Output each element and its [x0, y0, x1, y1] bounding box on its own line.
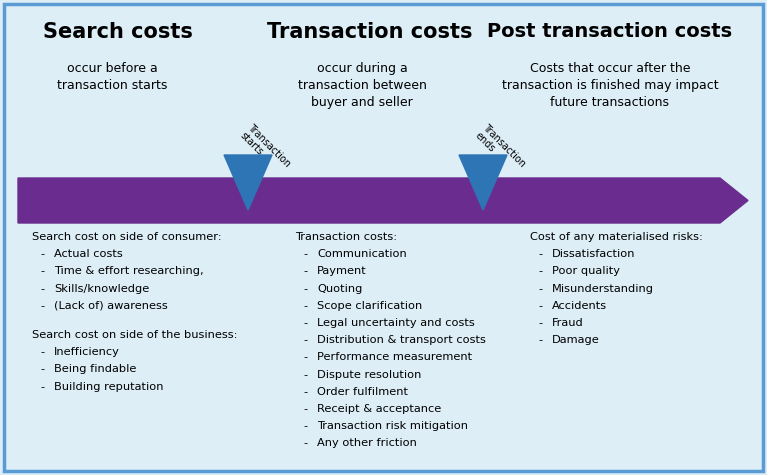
- Text: -: -: [303, 249, 307, 259]
- Text: -: -: [303, 404, 307, 414]
- Text: Cost of any materialised risks:: Cost of any materialised risks:: [530, 232, 703, 242]
- Polygon shape: [18, 178, 748, 223]
- Text: Being findable: Being findable: [54, 364, 137, 374]
- Text: -: -: [303, 266, 307, 276]
- Text: Skills/knowledge: Skills/knowledge: [54, 284, 150, 294]
- Text: Transaction risk mitigation: Transaction risk mitigation: [317, 421, 468, 431]
- Text: Poor quality: Poor quality: [552, 266, 620, 276]
- Text: Transaction costs:: Transaction costs:: [295, 232, 397, 242]
- FancyBboxPatch shape: [4, 4, 763, 471]
- Text: -: -: [303, 284, 307, 294]
- Text: Damage: Damage: [552, 335, 600, 345]
- Text: Distribution & transport costs: Distribution & transport costs: [317, 335, 486, 345]
- Polygon shape: [459, 155, 507, 210]
- Text: occur during a
transaction between
buyer and seller: occur during a transaction between buyer…: [298, 62, 426, 109]
- Text: Fraud: Fraud: [552, 318, 584, 328]
- Text: Dissatisfaction: Dissatisfaction: [552, 249, 636, 259]
- Polygon shape: [224, 155, 272, 210]
- Text: -: -: [40, 284, 44, 294]
- Text: Performance measurement: Performance measurement: [317, 352, 472, 362]
- Text: Search costs: Search costs: [43, 22, 193, 42]
- Text: -: -: [40, 381, 44, 392]
- Text: Accidents: Accidents: [552, 301, 607, 311]
- Text: Actual costs: Actual costs: [54, 249, 123, 259]
- Text: Misunderstanding: Misunderstanding: [552, 284, 654, 294]
- Text: Scope clarification: Scope clarification: [317, 301, 423, 311]
- Text: Transaction costs: Transaction costs: [267, 22, 472, 42]
- Text: -: -: [303, 387, 307, 397]
- Text: -: -: [40, 364, 44, 374]
- Text: -: -: [303, 335, 307, 345]
- Text: -: -: [303, 421, 307, 431]
- Text: occur before a
transaction starts: occur before a transaction starts: [57, 62, 167, 92]
- Text: Order fulfilment: Order fulfilment: [317, 387, 408, 397]
- Text: -: -: [538, 318, 542, 328]
- Text: -: -: [538, 301, 542, 311]
- Text: -: -: [40, 301, 44, 311]
- Text: (Lack of) awareness: (Lack of) awareness: [54, 301, 168, 311]
- Text: Quoting: Quoting: [317, 284, 362, 294]
- Text: -: -: [303, 370, 307, 380]
- Text: Receipt & acceptance: Receipt & acceptance: [317, 404, 441, 414]
- Text: -: -: [303, 301, 307, 311]
- Text: Dispute resolution: Dispute resolution: [317, 370, 421, 380]
- Text: Transaction
starts: Transaction starts: [238, 122, 292, 177]
- Text: Inefficiency: Inefficiency: [54, 347, 120, 357]
- Text: -: -: [538, 335, 542, 345]
- Text: Search cost on side of consumer:: Search cost on side of consumer:: [32, 232, 222, 242]
- Text: -: -: [538, 266, 542, 276]
- Text: Costs that occur after the
transaction is finished may impact
future transaction: Costs that occur after the transaction i…: [502, 62, 719, 109]
- Text: -: -: [303, 352, 307, 362]
- Text: Communication: Communication: [317, 249, 407, 259]
- Text: -: -: [40, 347, 44, 357]
- Text: -: -: [40, 266, 44, 276]
- Text: -: -: [538, 249, 542, 259]
- Text: Search cost on side of the business:: Search cost on side of the business:: [32, 330, 238, 340]
- Text: -: -: [538, 284, 542, 294]
- Text: -: -: [303, 438, 307, 448]
- Text: Post transaction costs: Post transaction costs: [488, 22, 732, 41]
- Text: Building reputation: Building reputation: [54, 381, 163, 392]
- Text: Time & effort researching,: Time & effort researching,: [54, 266, 203, 276]
- Text: Transaction
ends: Transaction ends: [472, 122, 528, 177]
- Text: -: -: [40, 249, 44, 259]
- Text: Any other friction: Any other friction: [317, 438, 417, 448]
- Text: -: -: [303, 318, 307, 328]
- Text: Payment: Payment: [317, 266, 367, 276]
- Text: Legal uncertainty and costs: Legal uncertainty and costs: [317, 318, 475, 328]
